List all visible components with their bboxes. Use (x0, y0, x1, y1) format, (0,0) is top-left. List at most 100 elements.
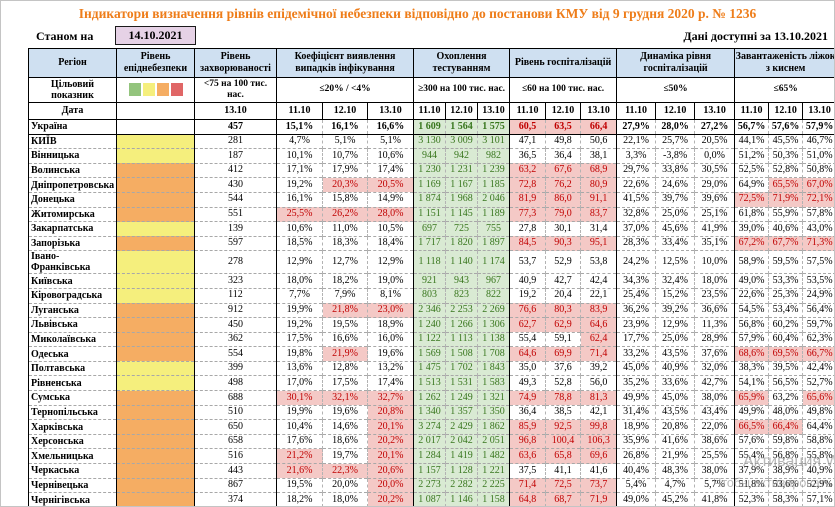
incidence-value: 912 (194, 302, 277, 318)
hosp-value: 95,1 (580, 235, 617, 251)
det-value: 21,6% (276, 463, 323, 479)
dyn-value: 23,5% (694, 287, 735, 303)
test-value: 1 239 (477, 162, 510, 178)
incidence-value: 399 (194, 360, 277, 376)
date-testing-11.10: 11.10 (413, 101, 447, 120)
incidence-value: 650 (194, 419, 277, 435)
table-row: Миколаївська 362 17,5% 16,6% 16,0% 1 122 1 113… (28, 331, 834, 347)
test-value: 1 564 (445, 118, 478, 135)
region-cell: Харківська (28, 419, 117, 435)
level-date-blank (116, 101, 195, 120)
test-value: 1 122 (413, 331, 446, 347)
dyn-value: 39,6% (694, 191, 735, 208)
beds-value: 60,4% (768, 331, 803, 347)
test-value: 1 340 (413, 404, 446, 420)
det-value: 10,5% (366, 221, 414, 237)
beds-value: 66,5% (734, 419, 769, 435)
incidence-value: 281 (194, 133, 277, 149)
level-cell (116, 390, 195, 406)
hosp-value: 86,0 (545, 191, 581, 208)
beds-value: 60,2% (768, 317, 803, 333)
det-value: 10,4% (276, 419, 323, 435)
det-value: 12,7% (322, 250, 368, 274)
dyn-value: 4,7% (655, 477, 695, 493)
test-value: 2 269 (477, 302, 510, 318)
table-row: Волинська 412 17,1% 17,9% 17,4% 1 230 1 231 1 2… (28, 162, 834, 178)
test-value: 1 174 (477, 250, 510, 274)
dyn-value: 41,8% (694, 492, 735, 506)
dyn-value: 29,7% (616, 162, 656, 178)
level-cell (116, 477, 195, 493)
hosp-value: 59,1 (545, 331, 581, 347)
test-value: 982 (477, 148, 510, 164)
dyn-value: 38,0% (694, 463, 735, 479)
hosp-value: 84,5 (509, 235, 546, 251)
incidence-value: 374 (194, 492, 277, 506)
test-value: 921 (413, 273, 446, 289)
dyn-value: 45,0% (655, 390, 695, 406)
dyn-value: 18,0% (694, 273, 735, 289)
beds-value: 52,5% (734, 162, 769, 178)
beds-value: 54,5% (734, 302, 769, 318)
region-cell: Миколаївська (28, 331, 117, 347)
det-value: 10,7% (322, 148, 368, 164)
dyn-value: 22,0% (694, 419, 735, 435)
beds-value: 48,0% (768, 404, 803, 420)
test-value: 2 225 (477, 477, 510, 493)
dynamics-group-header: Динаміка рівня госпіталізацій (616, 48, 736, 78)
hosp-value: 80,3 (545, 302, 581, 318)
dyn-value: 36,6% (694, 302, 735, 318)
test-value: 1 513 (413, 375, 446, 391)
date-beds-12.10: 12.10 (768, 101, 804, 120)
beds-value: 55,4% (734, 448, 769, 464)
detection-target: ≤20% / <4% (275, 76, 415, 103)
table-row: Закарпатська 139 10,6% 11,0% 10,5% 697 725 755 2… (28, 221, 834, 237)
det-value: 7,7% (276, 287, 323, 303)
test-value: 1 113 (445, 331, 478, 347)
beds-value: 49,8% (802, 404, 834, 420)
beds-value: 68,6% (734, 346, 769, 362)
hosp-value: 83,7 (580, 206, 617, 222)
region-cell: Луганська (28, 302, 117, 318)
beds-value: 56,8% (768, 448, 803, 464)
test-value: 755 (477, 221, 510, 237)
test-value: 1 843 (477, 360, 510, 376)
level-cell (116, 346, 195, 362)
dyn-value: 11,3% (694, 317, 735, 333)
region-cell: Херсонська (28, 433, 117, 449)
date-beds-13.10: 13.10 (802, 101, 834, 120)
region-cell: Полтавська (28, 360, 117, 376)
incidence-value: 551 (194, 206, 277, 222)
beds-value: 71,3% (802, 235, 834, 251)
table-row: Одеська 554 19,8% 21,9% 19,6% 1 569 1 508 1 708… (28, 346, 834, 362)
det-value: 13,2% (366, 360, 414, 376)
level-cell (116, 302, 195, 318)
incidence-value: 139 (194, 221, 277, 237)
date-hosp-12.10: 12.10 (545, 101, 582, 120)
dyn-value: 27,9% (616, 118, 656, 135)
hosp-value: 52,8 (545, 375, 581, 391)
dyn-value: 49,9% (616, 390, 656, 406)
beds-value: 54,1% (734, 375, 769, 391)
hosp-value: 68,9 (580, 162, 617, 178)
beds-value: 64,4% (802, 419, 834, 435)
det-value: 17,5% (276, 331, 323, 347)
det-value: 15,8% (322, 191, 368, 208)
dyn-value: 25,4% (616, 287, 656, 303)
table-row: Україна 457 15,1% 16,1% 16,6% 1 609 1 564 1 575… (28, 118, 834, 135)
det-value: 20,3% (322, 177, 368, 193)
dyn-value: 25,5% (694, 448, 735, 464)
beds-value: 59,8% (768, 433, 803, 449)
dyn-value: 45,2% (655, 492, 695, 506)
dyn-value: 15,2% (655, 287, 695, 303)
test-value: 1 350 (477, 404, 510, 420)
dyn-value: 0,0% (694, 148, 735, 164)
test-value: 2 346 (413, 302, 446, 318)
hosp-value: 53,8 (580, 250, 617, 274)
dyn-value: 43,5% (655, 346, 695, 362)
table-row: Полтавська 399 13,6% 12,8% 13,2% 1 475 1 702 1 … (28, 360, 834, 376)
beds-value: 40,9% (802, 463, 834, 479)
beds-value: 58,8% (802, 433, 834, 449)
legend-swatch-3 (170, 83, 183, 97)
beds-value: 66,4% (768, 419, 803, 435)
